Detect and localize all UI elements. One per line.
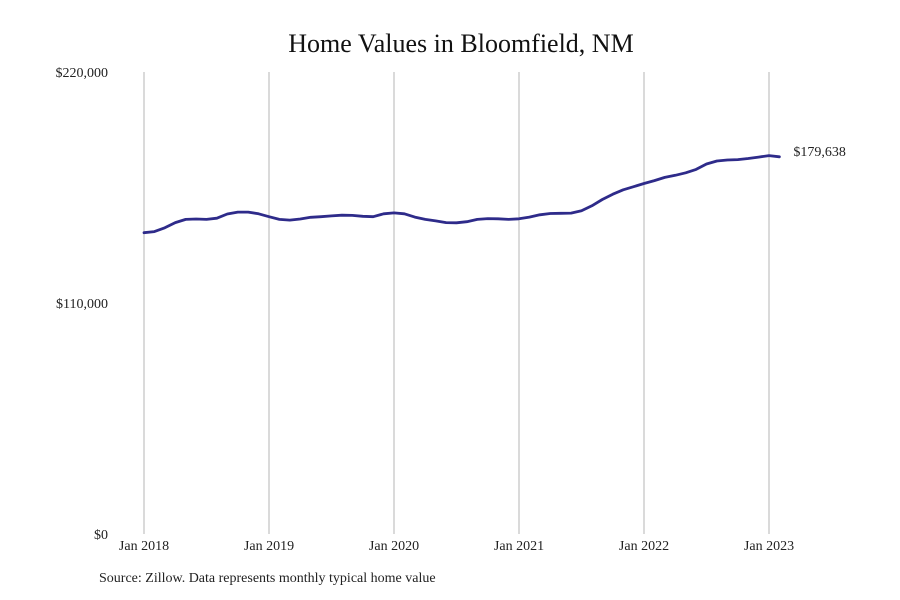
- grid-lines: [143, 72, 770, 534]
- series-group: $179,638: [142, 145, 846, 235]
- y-tick-label: $110,000: [56, 297, 108, 312]
- x-tick-label: Jan 2022: [619, 539, 669, 554]
- x-tick-label: Jan 2018: [119, 539, 169, 554]
- y-tick-label: $220,000: [56, 66, 109, 81]
- series-line: [142, 154, 781, 235]
- x-tick-label: Jan 2023: [744, 539, 794, 554]
- y-tick-label: $0: [94, 528, 108, 543]
- x-tick-label: Jan 2021: [494, 539, 544, 554]
- x-tick-label: Jan 2020: [369, 539, 419, 554]
- end-value-label: $179,638: [793, 145, 846, 160]
- chart-title: Home Values in Bloomfield, NM: [288, 29, 633, 58]
- source-note: Source: Zillow. Data represents monthly …: [99, 571, 436, 586]
- x-tick-label: Jan 2019: [244, 539, 294, 554]
- x-axis: Jan 2018 Jan 2019 Jan 2020 Jan 2021 Jan 2022…: [119, 539, 794, 554]
- y-axis: $0 $110,000 $220,000: [56, 66, 109, 543]
